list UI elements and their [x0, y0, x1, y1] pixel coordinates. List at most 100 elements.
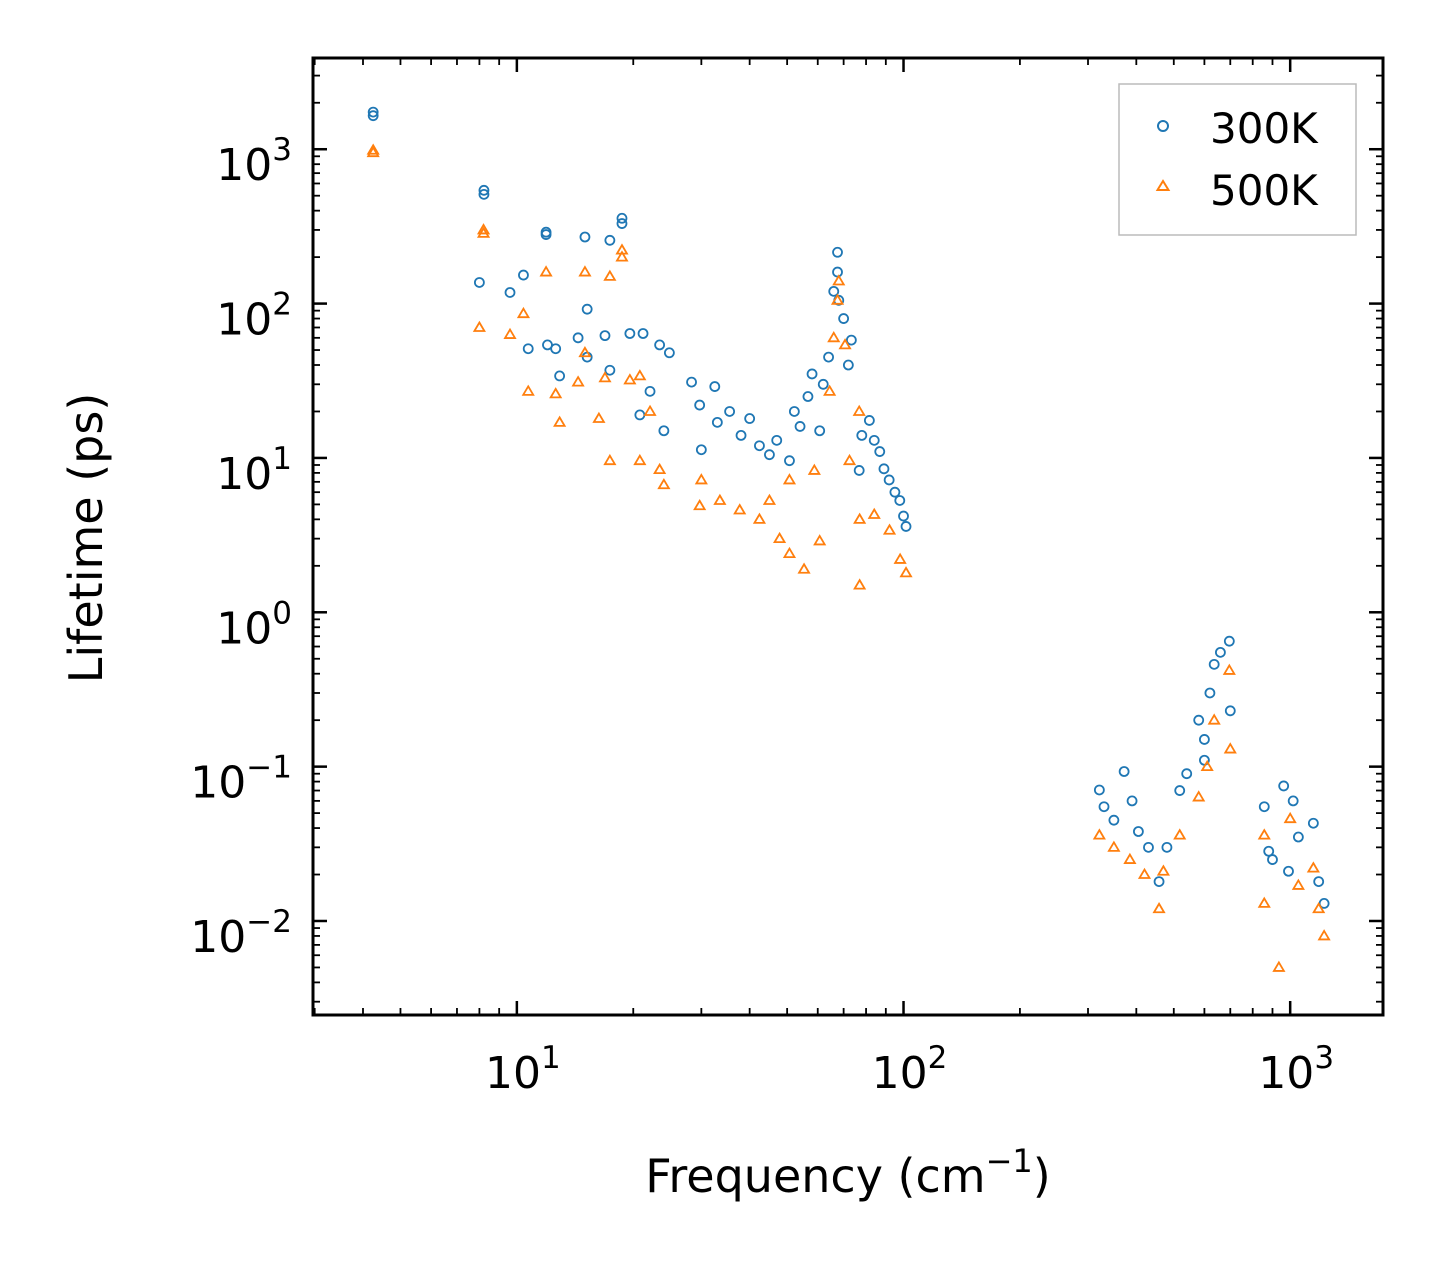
point-300k	[1318, 898, 1330, 909]
point-300k	[784, 455, 795, 467]
point-300k	[616, 218, 628, 229]
point-300k	[1287, 795, 1299, 807]
point-500k	[782, 473, 797, 485]
point-300k	[845, 334, 857, 346]
point-300k	[1108, 814, 1120, 826]
point-300k	[504, 287, 516, 298]
point-500k	[1283, 811, 1297, 824]
legend-box	[1118, 83, 1357, 236]
point-300k	[478, 188, 490, 200]
point-300k	[1215, 646, 1226, 658]
point-500k	[643, 404, 657, 416]
point-300k	[898, 510, 909, 522]
point-300k	[1126, 795, 1138, 807]
point-500k	[693, 498, 707, 511]
point-500k	[694, 473, 708, 485]
legend-marker-300k	[1157, 120, 1169, 132]
point-500k	[1222, 663, 1236, 675]
point-500k	[782, 546, 797, 558]
point-500k	[633, 369, 647, 381]
point-300k	[1199, 734, 1210, 745]
point-500k	[899, 566, 913, 578]
point-500k	[472, 320, 486, 332]
point-500k	[1207, 713, 1221, 725]
point-300k	[856, 429, 868, 441]
point-500k	[1123, 852, 1137, 864]
legend-label-300k: 300K	[1210, 104, 1319, 153]
point-300k	[1133, 826, 1144, 837]
point-300k	[637, 328, 649, 339]
point-300k	[842, 359, 854, 371]
plot-frame	[311, 56, 1385, 1017]
point-300k	[695, 444, 707, 456]
y-axis-label: Lifetime (ps)	[59, 393, 113, 684]
point-500k	[633, 453, 647, 466]
point-300k	[1208, 658, 1220, 670]
point-300k	[1204, 687, 1216, 699]
point-500k	[853, 512, 867, 524]
point-500k	[366, 143, 380, 155]
point-300k	[832, 266, 843, 278]
point-300k	[764, 449, 775, 461]
point-500k	[653, 462, 667, 475]
point-300k	[806, 368, 818, 380]
point-500k	[623, 373, 637, 385]
point-500k	[830, 293, 845, 305]
point-300k	[522, 343, 534, 355]
point-300k	[832, 246, 843, 258]
point-300k	[794, 421, 806, 432]
point-300k	[1224, 705, 1236, 717]
y-tick-label: 100	[216, 595, 292, 654]
point-300k	[518, 269, 529, 281]
point-500k	[1092, 828, 1106, 840]
point-300k	[735, 429, 747, 441]
y-tick-label: 10−2	[190, 904, 292, 963]
point-300k	[709, 381, 721, 392]
point-300k	[367, 106, 379, 118]
point-300k	[694, 399, 706, 411]
point-500k	[615, 250, 629, 262]
y-tick-label: 101	[216, 441, 292, 500]
point-500k	[1306, 861, 1320, 873]
point-300k	[634, 409, 646, 421]
point-300k	[874, 446, 886, 457]
point-500k	[1192, 790, 1206, 802]
point-300k	[1258, 801, 1270, 813]
point-300k	[1223, 635, 1235, 647]
point-300k	[1278, 780, 1290, 792]
point-500k	[1291, 878, 1305, 890]
point-500k	[1107, 840, 1121, 852]
point-300k	[1267, 854, 1278, 865]
point-300k	[663, 347, 675, 359]
point-500k	[807, 463, 821, 475]
point-300k	[654, 339, 666, 351]
point-500k	[598, 371, 612, 383]
point-300k	[1093, 784, 1105, 796]
point-300k	[572, 332, 584, 344]
point-500k	[578, 265, 592, 277]
point-300k	[853, 465, 865, 476]
point-300k	[754, 440, 765, 452]
point-300k	[1098, 801, 1110, 813]
point-300k	[1181, 768, 1193, 780]
x-axis-label: Frequency (cm−1)	[645, 1142, 1050, 1203]
point-500k	[893, 552, 907, 564]
point-500k	[1257, 828, 1271, 840]
point-500k	[592, 411, 606, 423]
point-300k	[604, 364, 616, 376]
point-500k	[476, 226, 491, 238]
point-500k	[516, 306, 531, 319]
point-300k	[744, 413, 756, 424]
point-500k	[476, 223, 491, 235]
point-500k	[852, 404, 866, 416]
point-300k	[814, 425, 826, 437]
point-300k	[1174, 785, 1186, 796]
point-300k	[802, 391, 814, 402]
legend-marker-500k	[1155, 179, 1171, 191]
point-500k	[539, 265, 553, 277]
point-500k	[827, 331, 841, 343]
point-300k	[894, 495, 906, 506]
point-500k	[752, 512, 767, 524]
point-500k	[762, 493, 777, 505]
